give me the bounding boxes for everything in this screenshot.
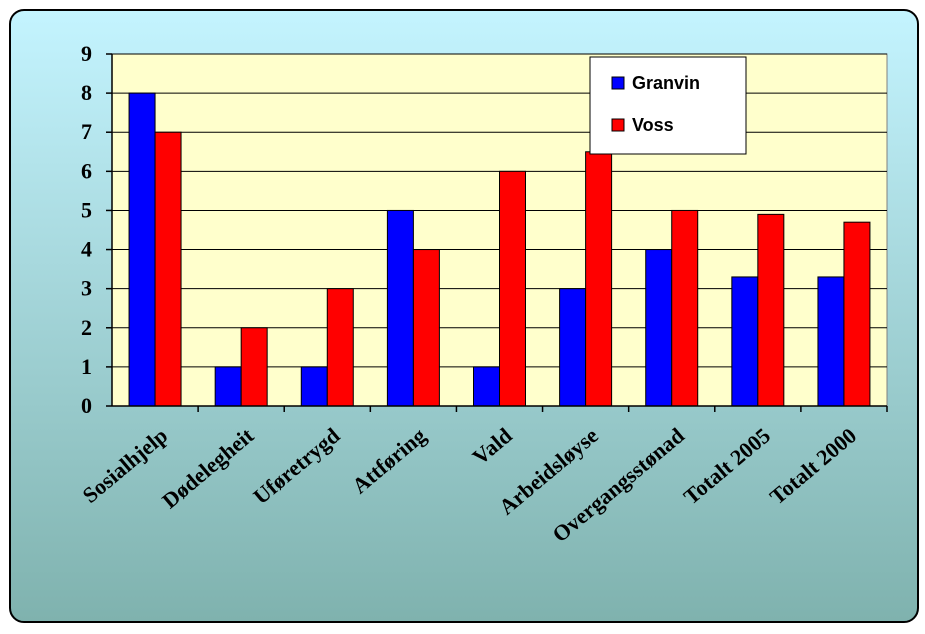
- bar-granvin: [386, 209, 414, 407]
- y-tick-label: 7: [81, 119, 92, 144]
- y-tick-labels: 0 1 2 3 4 5 6 7 8 9: [81, 41, 92, 418]
- legend-swatch-granvin: [611, 76, 625, 90]
- legend-label-voss: Voss: [632, 115, 674, 135]
- bar-granvin: [128, 92, 156, 407]
- bar-granvin: [300, 366, 328, 407]
- y-tick-label: 1: [81, 354, 92, 379]
- y-tick-label: 5: [81, 197, 92, 222]
- bar-voss: [757, 213, 785, 407]
- bar-voss: [154, 131, 182, 407]
- bar-granvin: [473, 366, 500, 407]
- bar-voss: [843, 221, 871, 407]
- bar-voss: [240, 327, 268, 407]
- bar-voss: [326, 288, 354, 407]
- y-tick-label: 0: [81, 393, 92, 418]
- y-tick-label: 2: [81, 315, 92, 340]
- y-tick-label: 3: [81, 276, 92, 301]
- axes: [106, 53, 888, 412]
- bar-voss: [671, 209, 699, 407]
- y-tick-label: 6: [81, 158, 92, 183]
- bar-granvin: [731, 276, 759, 407]
- legend-swatch-voss: [611, 118, 625, 132]
- bar-voss: [585, 151, 613, 407]
- bars: [128, 92, 871, 407]
- legend-label-granvin: Granvin: [632, 73, 700, 93]
- bar-voss: [499, 170, 526, 407]
- bar-granvin: [645, 249, 673, 407]
- bar-granvin: [559, 288, 587, 407]
- legend-box: [589, 56, 747, 155]
- y-tick-label: 9: [81, 41, 92, 66]
- legend: Granvin Voss: [589, 56, 747, 155]
- y-tick-label: 4: [81, 237, 92, 262]
- bar-granvin: [817, 276, 845, 407]
- bar-granvin: [214, 366, 242, 407]
- bar-voss: [412, 249, 440, 407]
- y-tick-label: 8: [81, 80, 92, 105]
